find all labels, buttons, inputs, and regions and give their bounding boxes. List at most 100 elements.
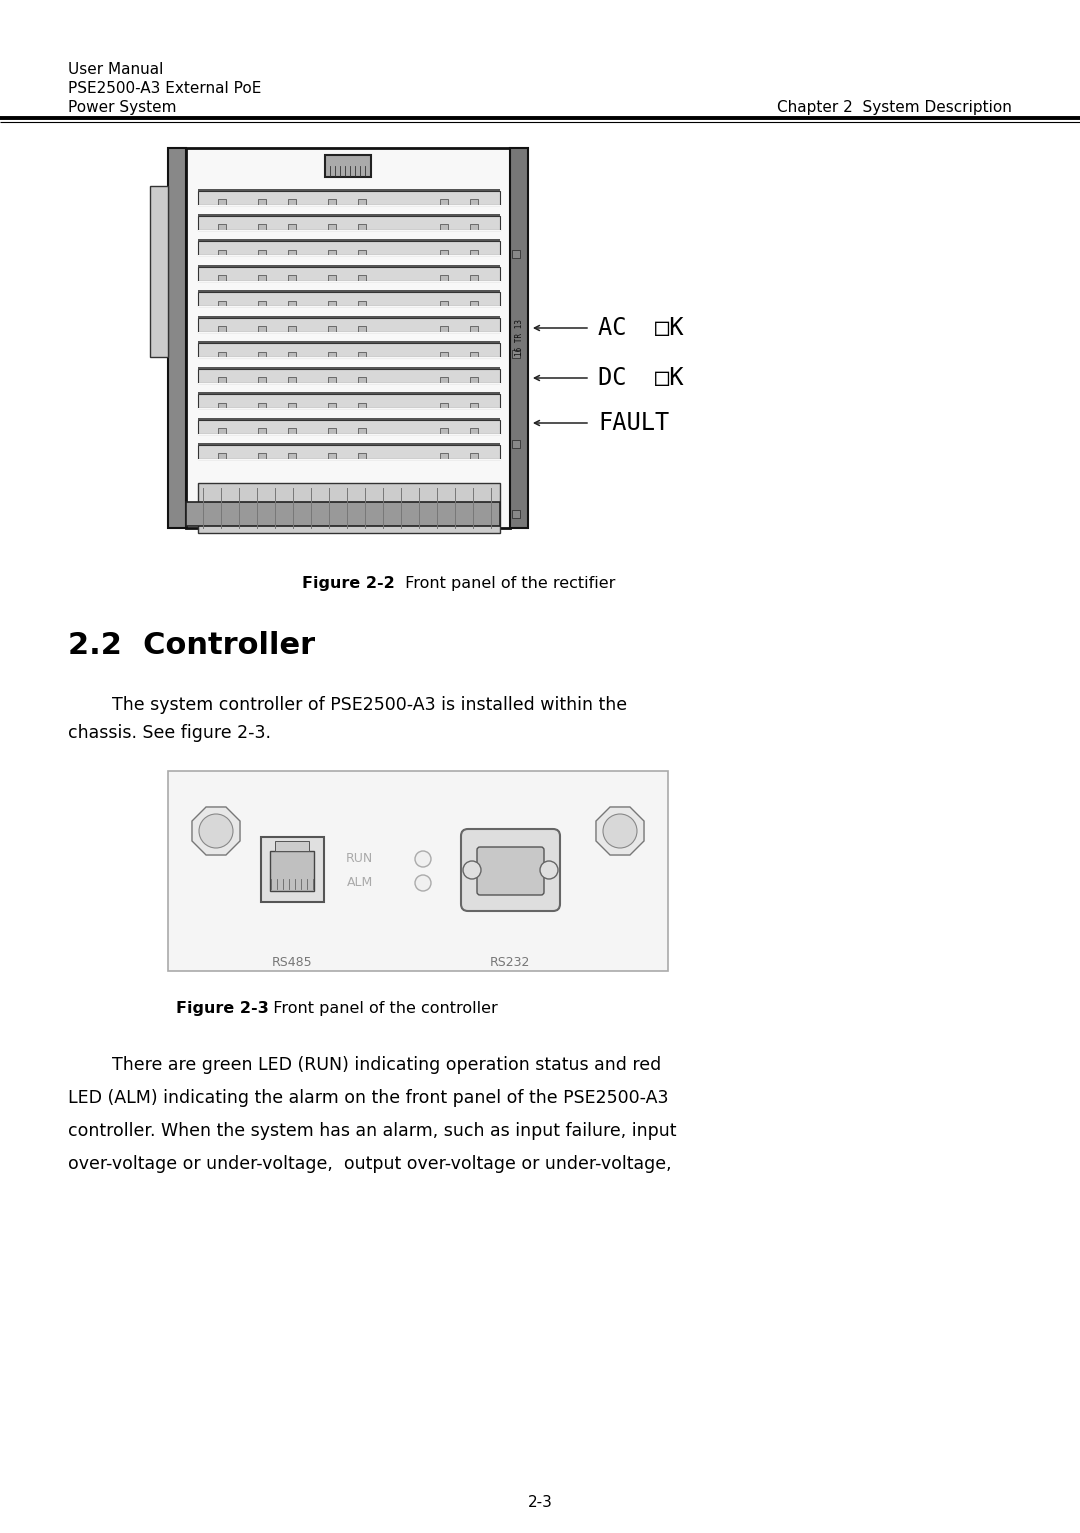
FancyBboxPatch shape bbox=[198, 189, 500, 190]
FancyBboxPatch shape bbox=[440, 327, 448, 331]
FancyBboxPatch shape bbox=[288, 250, 296, 256]
Text: PSE2500-A3 External PoE: PSE2500-A3 External PoE bbox=[68, 81, 261, 97]
FancyBboxPatch shape bbox=[328, 327, 336, 331]
FancyBboxPatch shape bbox=[470, 377, 478, 383]
FancyBboxPatch shape bbox=[440, 300, 448, 307]
FancyBboxPatch shape bbox=[258, 199, 266, 204]
FancyBboxPatch shape bbox=[258, 224, 266, 230]
FancyBboxPatch shape bbox=[328, 300, 336, 307]
FancyBboxPatch shape bbox=[470, 199, 478, 204]
FancyBboxPatch shape bbox=[288, 454, 296, 458]
FancyBboxPatch shape bbox=[275, 842, 309, 851]
FancyBboxPatch shape bbox=[218, 300, 226, 307]
Text: Figure 2-2: Figure 2-2 bbox=[301, 576, 394, 592]
FancyBboxPatch shape bbox=[218, 327, 226, 331]
FancyBboxPatch shape bbox=[186, 501, 500, 526]
FancyBboxPatch shape bbox=[440, 403, 448, 408]
FancyBboxPatch shape bbox=[288, 428, 296, 434]
FancyBboxPatch shape bbox=[260, 837, 324, 901]
FancyBboxPatch shape bbox=[440, 199, 448, 204]
FancyBboxPatch shape bbox=[198, 242, 500, 256]
FancyBboxPatch shape bbox=[218, 250, 226, 256]
FancyBboxPatch shape bbox=[218, 224, 226, 230]
FancyBboxPatch shape bbox=[198, 369, 500, 383]
FancyBboxPatch shape bbox=[168, 149, 186, 527]
FancyBboxPatch shape bbox=[328, 377, 336, 383]
Text: chassis. See figure 2-3.: chassis. See figure 2-3. bbox=[68, 724, 271, 742]
FancyBboxPatch shape bbox=[198, 317, 500, 331]
Text: User Manual: User Manual bbox=[68, 61, 163, 77]
Text: RS232: RS232 bbox=[490, 957, 530, 969]
FancyBboxPatch shape bbox=[328, 224, 336, 230]
FancyBboxPatch shape bbox=[258, 250, 266, 256]
FancyBboxPatch shape bbox=[198, 443, 500, 445]
FancyBboxPatch shape bbox=[357, 428, 366, 434]
FancyBboxPatch shape bbox=[258, 403, 266, 408]
Text: RS485: RS485 bbox=[272, 957, 312, 969]
FancyBboxPatch shape bbox=[218, 351, 226, 357]
FancyBboxPatch shape bbox=[198, 239, 500, 242]
FancyBboxPatch shape bbox=[510, 149, 528, 527]
FancyBboxPatch shape bbox=[198, 394, 500, 408]
Circle shape bbox=[463, 862, 481, 878]
Polygon shape bbox=[596, 806, 644, 855]
FancyBboxPatch shape bbox=[168, 771, 669, 970]
Text: controller. When the system has an alarm, such as input failure, input: controller. When the system has an alarm… bbox=[68, 1122, 676, 1141]
Text: Front panel of the controller: Front panel of the controller bbox=[264, 1001, 498, 1016]
FancyBboxPatch shape bbox=[440, 276, 448, 281]
FancyBboxPatch shape bbox=[198, 483, 500, 533]
Text: 2.2  Controller: 2.2 Controller bbox=[68, 632, 315, 661]
FancyBboxPatch shape bbox=[470, 250, 478, 256]
FancyBboxPatch shape bbox=[440, 351, 448, 357]
FancyBboxPatch shape bbox=[357, 327, 366, 331]
FancyBboxPatch shape bbox=[440, 377, 448, 383]
Text: Chapter 2  System Description: Chapter 2 System Description bbox=[778, 100, 1012, 115]
FancyBboxPatch shape bbox=[440, 428, 448, 434]
FancyBboxPatch shape bbox=[470, 327, 478, 331]
Text: There are green LED (RUN) indicating operation status and red: There are green LED (RUN) indicating ope… bbox=[68, 1056, 661, 1075]
FancyBboxPatch shape bbox=[357, 403, 366, 408]
FancyBboxPatch shape bbox=[288, 327, 296, 331]
FancyBboxPatch shape bbox=[288, 351, 296, 357]
Text: 16 TR 13: 16 TR 13 bbox=[514, 319, 524, 357]
FancyBboxPatch shape bbox=[186, 149, 510, 527]
FancyBboxPatch shape bbox=[198, 420, 500, 434]
FancyBboxPatch shape bbox=[470, 428, 478, 434]
FancyBboxPatch shape bbox=[288, 224, 296, 230]
FancyBboxPatch shape bbox=[198, 316, 500, 317]
Text: AC  □K: AC □K bbox=[598, 316, 684, 340]
FancyBboxPatch shape bbox=[328, 428, 336, 434]
FancyBboxPatch shape bbox=[198, 366, 500, 369]
FancyBboxPatch shape bbox=[470, 224, 478, 230]
Text: The system controller of PSE2500-A3 is installed within the: The system controller of PSE2500-A3 is i… bbox=[68, 696, 627, 714]
FancyBboxPatch shape bbox=[357, 351, 366, 357]
FancyBboxPatch shape bbox=[258, 377, 266, 383]
FancyBboxPatch shape bbox=[470, 276, 478, 281]
FancyBboxPatch shape bbox=[198, 392, 500, 394]
FancyBboxPatch shape bbox=[198, 265, 500, 267]
FancyBboxPatch shape bbox=[470, 351, 478, 357]
Circle shape bbox=[540, 862, 558, 878]
FancyBboxPatch shape bbox=[218, 428, 226, 434]
FancyBboxPatch shape bbox=[198, 417, 500, 420]
Text: LED (ALM) indicating the alarm on the front panel of the PSE2500-A3: LED (ALM) indicating the alarm on the fr… bbox=[68, 1088, 669, 1107]
FancyBboxPatch shape bbox=[288, 403, 296, 408]
FancyBboxPatch shape bbox=[357, 199, 366, 204]
FancyBboxPatch shape bbox=[461, 829, 561, 911]
FancyBboxPatch shape bbox=[325, 155, 372, 176]
FancyBboxPatch shape bbox=[258, 351, 266, 357]
Text: 2-3: 2-3 bbox=[527, 1495, 553, 1510]
Circle shape bbox=[415, 875, 431, 891]
FancyBboxPatch shape bbox=[512, 250, 519, 258]
FancyBboxPatch shape bbox=[258, 428, 266, 434]
FancyBboxPatch shape bbox=[440, 250, 448, 256]
FancyBboxPatch shape bbox=[150, 185, 168, 357]
FancyBboxPatch shape bbox=[198, 216, 500, 230]
FancyBboxPatch shape bbox=[357, 454, 366, 458]
FancyBboxPatch shape bbox=[258, 300, 266, 307]
FancyBboxPatch shape bbox=[258, 327, 266, 331]
FancyBboxPatch shape bbox=[440, 224, 448, 230]
FancyBboxPatch shape bbox=[198, 215, 500, 216]
Circle shape bbox=[603, 814, 637, 848]
FancyBboxPatch shape bbox=[198, 342, 500, 343]
